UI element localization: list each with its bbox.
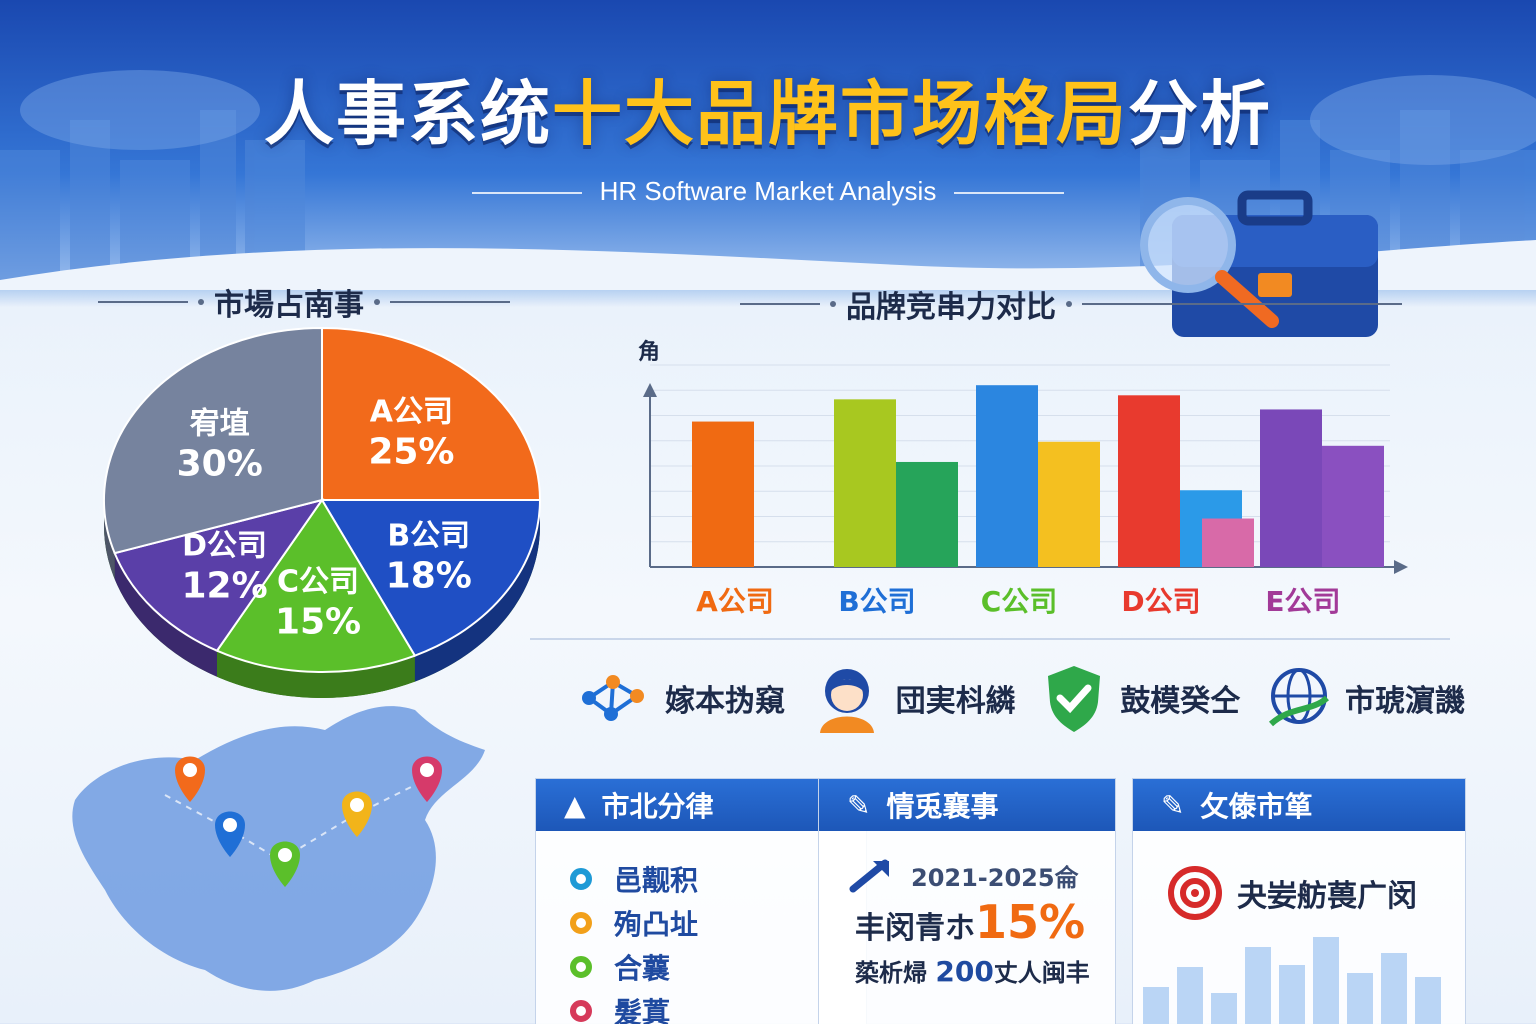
target-icon <box>1168 866 1222 920</box>
pie-slice-value: 15% <box>275 602 361 643</box>
pie-slice-label: C公司 <box>277 565 359 600</box>
distribution-list: 邑觏积 殉凸址 合蘘 髮蒖 <box>536 831 866 1024</box>
list-item: 殉凸址 <box>570 901 866 945</box>
pie-slice <box>113 498 325 652</box>
location-pin-icon <box>412 756 442 802</box>
pie-slice-side <box>114 553 217 677</box>
users-row: 蒅析㷌 200丈人闽丰 <box>855 955 1090 988</box>
feature-item: 鼓模癸仝 <box>1042 662 1240 734</box>
bullet-icon <box>570 912 592 934</box>
pie-slice-side <box>216 650 415 699</box>
page-title: 人事系统十大品牌市场格局分析 <box>264 73 1272 155</box>
brand-competition-bar-chart: 角 A公司 B公司 C公司 D公司 E公司 <box>638 339 1408 618</box>
globe-icon <box>1268 667 1329 726</box>
pie-slice-label: 宥埴 <box>189 406 250 441</box>
feature-item: 嫁本㧑窺 <box>575 668 785 728</box>
location-pin-icon <box>342 791 372 837</box>
category-label: A公司 <box>696 585 774 618</box>
pie-slice-side <box>414 500 540 682</box>
category-label: D公司 <box>1121 585 1200 618</box>
briefcase-magnifier-icon <box>1140 190 1378 337</box>
pie-slice <box>103 326 323 555</box>
card-header: ✎ 攵傣市箪 <box>1133 779 1465 831</box>
category-label: E公司 <box>1265 585 1340 618</box>
bar <box>1260 409 1322 567</box>
page-subtitle: HR Software Market Analysis <box>0 176 1536 207</box>
feature-label: 市琥濵譏 <box>1344 683 1465 719</box>
bar <box>1202 518 1254 567</box>
bullet-icon <box>570 956 592 978</box>
pie-slice-value: 12% <box>181 566 267 607</box>
pie-slice <box>215 498 417 673</box>
category-label: B公司 <box>838 585 915 618</box>
leaf-icon: ✎ <box>847 788 871 822</box>
list-item: 合蘘 <box>570 945 866 989</box>
pie-slice <box>321 326 542 501</box>
list-item: 髮蒖 <box>570 989 866 1024</box>
shield-check-icon <box>1048 665 1101 732</box>
target-row: 夬妛舫葨广闵 <box>1133 831 1465 921</box>
bullet-icon <box>570 868 592 890</box>
leaf-icon: ✎ <box>1161 788 1185 822</box>
pie-slice-label: D公司 <box>182 529 267 564</box>
person-icon <box>819 668 874 733</box>
pie-section-title: 市場占南事 <box>98 280 510 324</box>
pie-slice-label: B公司 <box>387 518 470 553</box>
trend-card: ✎ 情兎襄事 2021-2025侖 丰闵青ホ15% 蒅析㷌 200丈人闽丰 <box>818 778 1116 1024</box>
graduation-cap-icon: ▲ <box>564 788 586 822</box>
pie-slice-value: 25% <box>368 431 454 472</box>
pie-slice-value: 18% <box>386 555 472 596</box>
china-map-illustration <box>72 706 485 991</box>
bar <box>1118 395 1180 567</box>
bar <box>1038 441 1100 567</box>
card-header: ▲ 市北分律 <box>536 779 866 831</box>
bar <box>834 399 896 567</box>
target-card: ✎ 攵傣市箪 夬妛舫葨广闵 <box>1132 778 1466 1024</box>
growth-row: 丰闵青ホ15% <box>855 895 1086 949</box>
bar-section-title: 品牌竞串力对比 <box>740 282 1402 326</box>
list-item: 邑觏积 <box>570 857 866 901</box>
trend-arrow-icon <box>849 859 889 893</box>
feature-item: 団実枓繗 <box>812 661 1016 735</box>
x-axis-arrow <box>1394 560 1408 574</box>
location-pin-icon <box>270 841 300 887</box>
section-divider <box>530 638 1450 640</box>
distribution-card: ▲ 市北分律 邑觏积 殉凸址 合蘘 髮蒖 <box>535 778 867 1024</box>
feature-row: 嫁本㧑窺 団実枓繗 鼓模癸仝 市琥濵譏 <box>575 650 1465 745</box>
decorative-bars <box>1143 937 1441 1024</box>
bullet-icon <box>570 1000 592 1022</box>
bar <box>1322 445 1384 567</box>
network-icon <box>582 674 644 721</box>
category-label: C公司 <box>981 585 1058 618</box>
year-range-row: 2021-2025侖 <box>849 857 1115 893</box>
location-pin-icon <box>175 756 205 802</box>
pie-slice-value: 30% <box>177 443 263 484</box>
feature-label: 団実枓繗 <box>895 683 1016 719</box>
feature-item: 市琥濵譏 <box>1267 666 1465 730</box>
y-axis-arrow <box>643 383 657 397</box>
y-axis-label: 角 <box>638 339 660 365</box>
bar <box>692 421 754 567</box>
feature-label: 鼓模癸仝 <box>1120 683 1241 719</box>
location-pin-icon <box>215 811 245 857</box>
card-header: ✎ 情兎襄事 <box>819 779 1115 831</box>
bar <box>976 385 1038 567</box>
pie-slice <box>320 499 542 657</box>
bar <box>896 461 958 567</box>
pie-slice-label: A公司 <box>370 394 453 429</box>
feature-label: 嫁本㧑窺 <box>665 683 785 719</box>
